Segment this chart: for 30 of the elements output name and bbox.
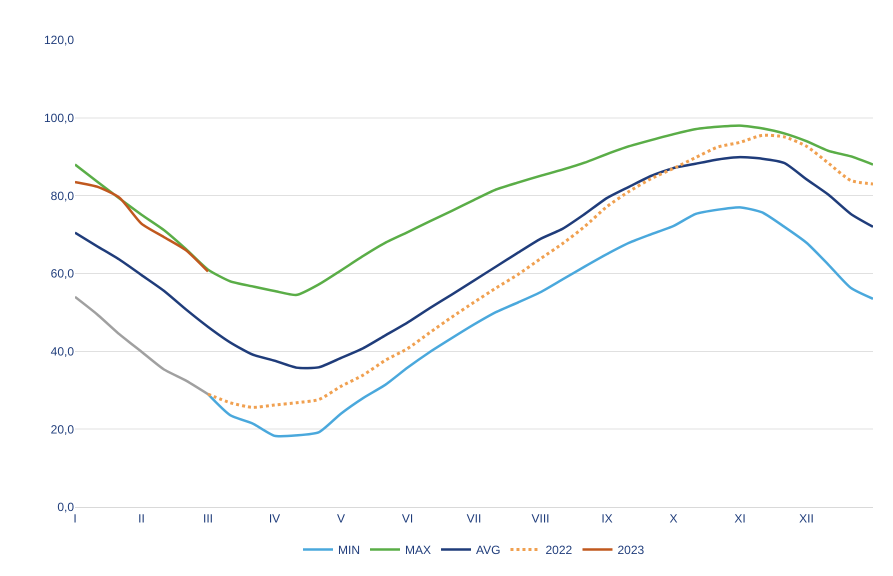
line-series bbox=[206, 134, 873, 409]
legend-label: MIN bbox=[338, 543, 360, 558]
x-tick-label: VI bbox=[402, 511, 414, 526]
line-series bbox=[75, 180, 210, 273]
y-tick-label: 20,0 bbox=[50, 422, 74, 436]
y-tick-label: 40,0 bbox=[50, 344, 74, 359]
line-series bbox=[75, 156, 873, 370]
y-tick-label: 100,0 bbox=[44, 111, 74, 126]
x-tick-label: IV bbox=[268, 511, 280, 526]
x-tick-label: VIII bbox=[531, 511, 550, 526]
x-tick-label: V bbox=[336, 511, 346, 526]
y-tick-label: 80,0 bbox=[50, 188, 74, 203]
y-tick-label: 0,0 bbox=[57, 500, 74, 514]
x-tick-label: XI bbox=[734, 511, 746, 526]
line-series bbox=[206, 206, 873, 438]
legend-label: MAX bbox=[405, 543, 432, 558]
line-series bbox=[75, 296, 210, 396]
y-tick-label: 120,0 bbox=[44, 33, 74, 48]
x-tick-label: III bbox=[202, 511, 214, 526]
x-tick-label: IX bbox=[601, 511, 613, 526]
legend-label: 2022 bbox=[545, 543, 572, 558]
y-tick-label: 60,0 bbox=[50, 266, 74, 281]
x-tick-label: X bbox=[669, 511, 678, 526]
x-tick-label: II bbox=[138, 511, 145, 526]
legend-label: 2023 bbox=[617, 543, 645, 558]
x-tick-label: VII bbox=[466, 511, 482, 526]
x-tick-label: I bbox=[73, 511, 77, 526]
legend-label: AVG bbox=[476, 543, 500, 558]
x-tick-label: XII bbox=[799, 511, 814, 526]
line-series bbox=[75, 124, 873, 296]
